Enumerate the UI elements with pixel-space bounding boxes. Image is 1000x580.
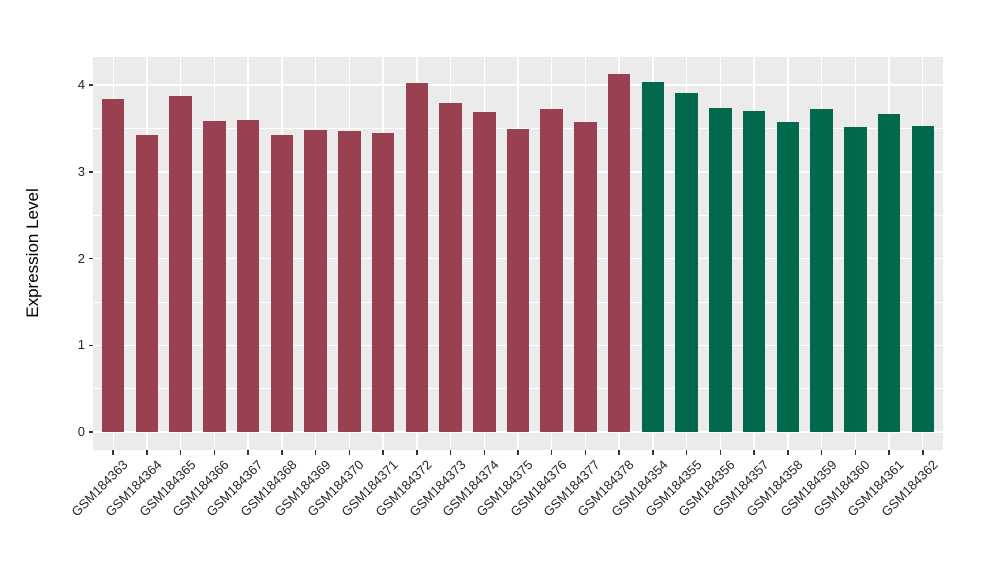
bar-GSM184369 xyxy=(304,130,327,432)
x-tick-mark xyxy=(854,450,857,455)
y-tick-label: 1 xyxy=(77,337,85,353)
y-tick-label: 0 xyxy=(77,424,85,439)
x-tick-mark xyxy=(820,450,823,455)
bar-GSM184359 xyxy=(810,109,833,432)
bar-GSM184370 xyxy=(338,131,361,432)
x-tick-mark xyxy=(247,450,249,455)
bar-GSM184371 xyxy=(371,132,395,432)
x-tick-mark xyxy=(719,450,722,455)
x-tick-mark xyxy=(449,450,452,455)
bar-GSM184362 xyxy=(911,125,934,432)
x-tick-mark xyxy=(787,450,789,455)
x-tick-mark xyxy=(179,450,182,455)
x-tick-mark xyxy=(888,450,890,455)
bar-GSM184367 xyxy=(236,119,260,432)
y-tick-mark xyxy=(88,84,93,86)
bar-GSM184365 xyxy=(169,96,192,432)
bar-GSM184374 xyxy=(473,112,496,432)
bar-GSM184375 xyxy=(506,128,530,432)
x-tick-mark xyxy=(753,450,755,455)
bar-GSM184360 xyxy=(844,126,867,432)
y-tick-label: 3 xyxy=(77,163,85,179)
x-tick-mark xyxy=(314,450,317,455)
bar-GSM184363 xyxy=(101,99,125,432)
y-tick-label: 2 xyxy=(77,250,85,266)
x-tick-mark xyxy=(416,450,418,455)
x-tick-mark xyxy=(382,450,384,455)
bar-GSM184368 xyxy=(270,134,294,432)
bar-GSM184361 xyxy=(877,113,901,432)
x-tick-mark xyxy=(213,450,216,455)
y-tick-mark xyxy=(88,344,93,347)
x-tick-mark xyxy=(517,450,519,455)
x-tick-mark xyxy=(146,450,148,455)
y-tick-mark xyxy=(88,171,93,173)
bar-GSM184377 xyxy=(574,122,597,432)
x-tick-mark xyxy=(618,450,620,455)
bar-GSM184372 xyxy=(405,83,429,432)
bar-GSM184366 xyxy=(203,120,226,432)
x-tick-mark xyxy=(483,450,486,455)
bar-GSM184364 xyxy=(135,134,159,432)
x-tick-mark xyxy=(281,450,283,455)
bar-GSM184373 xyxy=(439,102,462,432)
x-tick-mark xyxy=(652,450,654,455)
bar-GSM184378 xyxy=(607,73,631,432)
x-tick-mark xyxy=(112,450,114,455)
y-tick-label: 4 xyxy=(77,77,85,93)
y-tick-mark xyxy=(88,257,93,260)
x-tick-mark xyxy=(584,450,587,455)
x-tick-mark xyxy=(348,450,351,455)
x-tick-mark xyxy=(550,450,553,455)
x-tick-mark xyxy=(922,450,924,455)
bar-GSM184354 xyxy=(641,81,665,432)
y-tick-mark xyxy=(88,431,93,433)
bar-GSM184355 xyxy=(675,93,698,432)
x-tick-mark xyxy=(685,450,688,455)
bar-GSM184358 xyxy=(776,121,800,432)
bar-GSM184357 xyxy=(742,111,766,432)
plot-panel xyxy=(93,57,943,450)
bar-GSM184376 xyxy=(540,108,563,432)
bar-GSM184356 xyxy=(709,107,732,432)
